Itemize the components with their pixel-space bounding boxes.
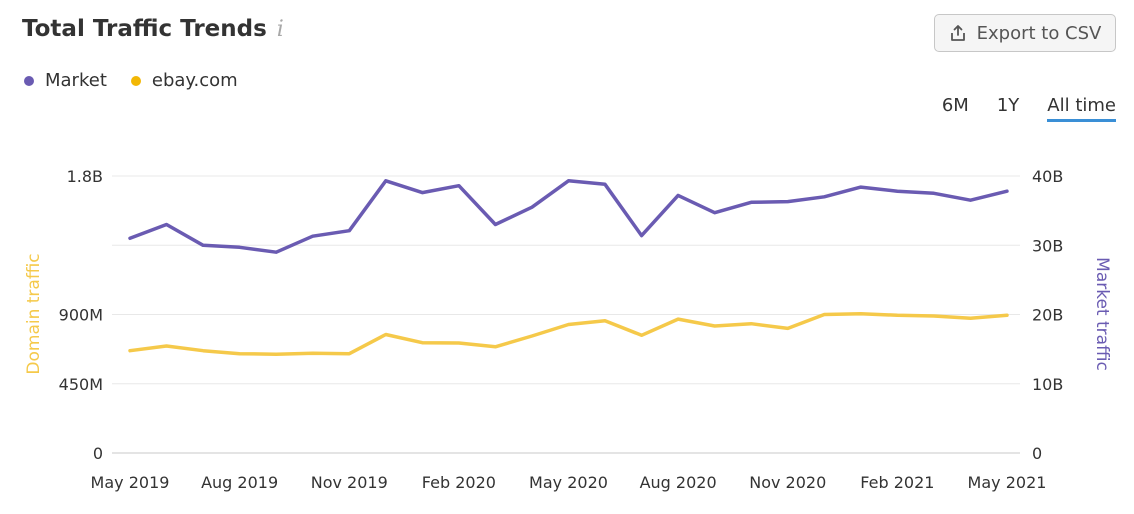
series-line-market (128, 179, 1009, 254)
right-tick-label: 20B (1032, 306, 1063, 325)
left-tick-label: 1.8B (67, 167, 103, 186)
page-title: Total Traffic Trends (22, 16, 267, 42)
x-tick-label: Aug 2019 (201, 473, 278, 492)
x-tick-label: Feb 2020 (422, 473, 496, 492)
range-selector: 6M 1Y All time (942, 95, 1116, 122)
legend-ebay-dot (130, 75, 141, 86)
right-tick-label: 10B (1032, 375, 1063, 394)
left-tick-label: 0 (93, 444, 103, 463)
x-tick-label: Nov 2019 (311, 473, 388, 492)
chart-title-row: Total Traffic Trends i (22, 16, 284, 42)
x-tick-label: Nov 2020 (749, 473, 826, 492)
x-tick-label: Aug 2020 (640, 473, 717, 492)
left-tick-label: 900M (59, 306, 103, 325)
right-tick-label: 30B (1032, 236, 1063, 255)
x-tick-label: May 2020 (529, 473, 608, 492)
legend-item-ebay[interactable]: ebay.com (130, 70, 238, 91)
legend-market-dot (24, 75, 34, 86)
right-axis-label: Market traffic (1092, 257, 1112, 371)
series-lines (128, 179, 1009, 356)
legend-ebay-label: ebay.com (151, 70, 238, 91)
range-6m-button[interactable]: 6M (941, 95, 969, 116)
legend-item-market[interactable]: Market (24, 70, 107, 91)
range-1y-button[interactable]: 1Y (996, 95, 1020, 116)
left-axis-label: Domain traffic (24, 253, 44, 374)
right-tick-label: 0 (1032, 444, 1042, 463)
range-all-time-button[interactable]: All time (1047, 95, 1116, 122)
x-axis-ticks: May 2019 Aug 2019 Nov 2019 Feb 2020 May 2020… (91, 473, 1047, 492)
gridlines (112, 175, 1020, 454)
right-axis-ticks: 0 10B 20B 30B 40B (1032, 167, 1063, 463)
x-tick-label: May 2019 (91, 473, 170, 492)
export-label: Export to CSV (976, 22, 1102, 44)
legend: Market ebay.com (24, 70, 238, 91)
info-icon[interactable]: i (276, 16, 284, 42)
export-csv-button[interactable]: Export to CSV (934, 14, 1116, 52)
right-tick-label: 40B (1032, 167, 1063, 186)
legend-market-label: Market (45, 70, 107, 91)
left-tick-label: 450M (59, 375, 103, 394)
series-line-ebay-com (128, 311, 1009, 356)
left-axis-ticks: 0 450M 900M 1.8B (59, 167, 103, 463)
x-tick-label: Feb 2021 (860, 473, 934, 492)
export-icon (950, 25, 965, 41)
x-tick-label: May 2021 (968, 473, 1047, 492)
